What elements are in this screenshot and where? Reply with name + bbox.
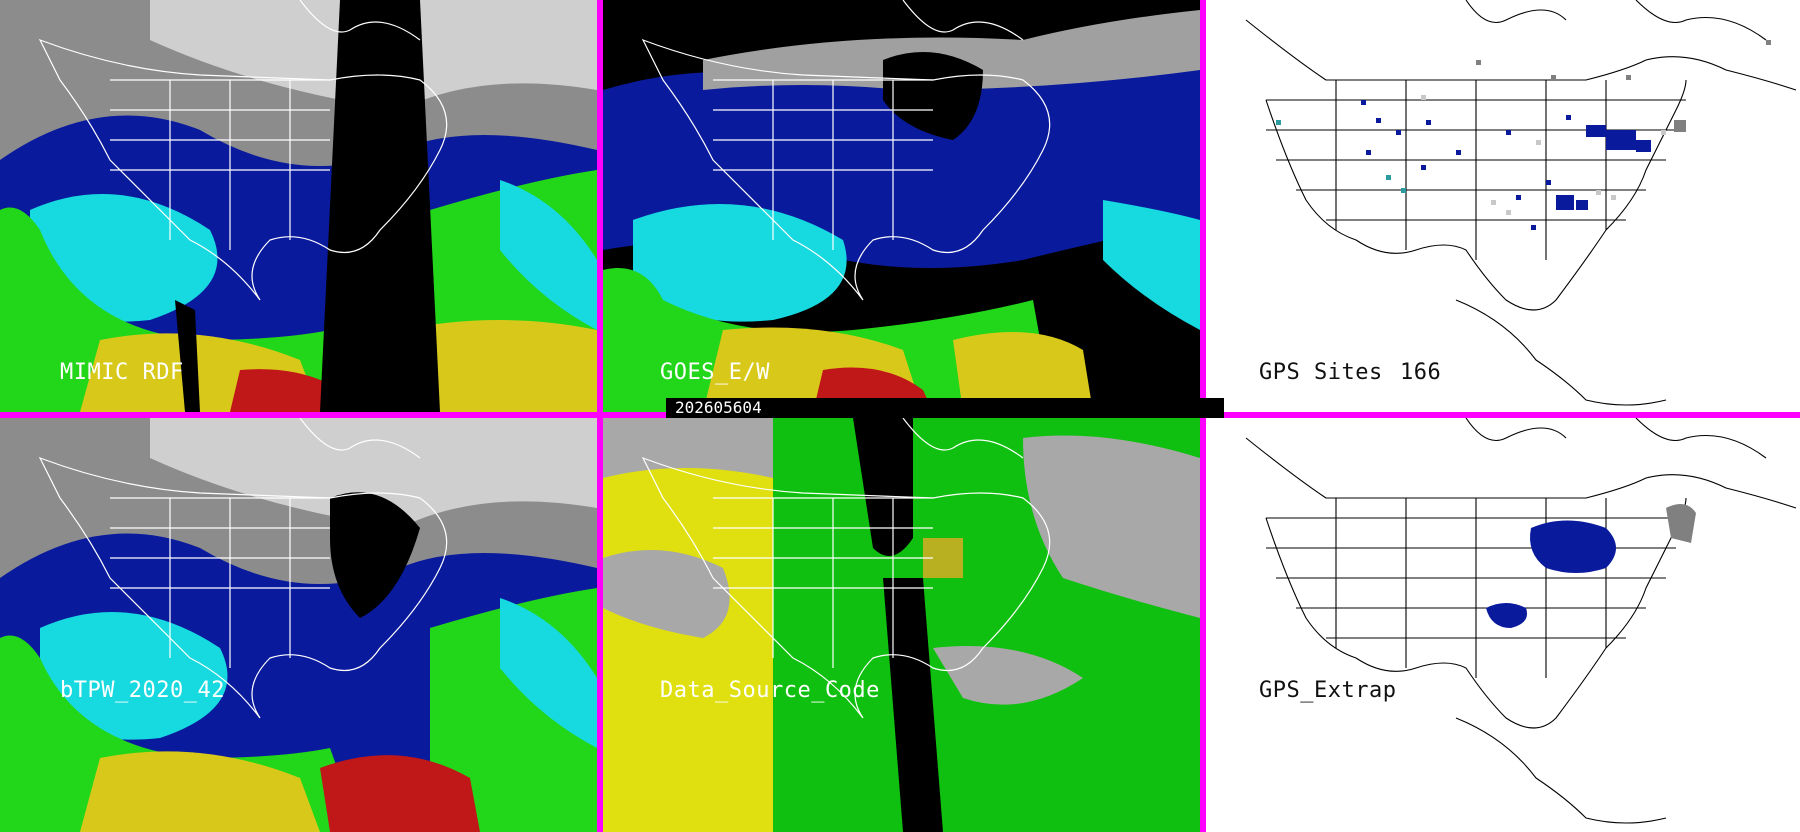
gps-site-markers [1276,40,1771,230]
gps-extrap-map [1245,418,1797,824]
panel-btpw: bTPW_2020_42 [0,418,597,832]
panel-goes-ew: GOES_E/W [603,0,1200,412]
btpw-map [0,418,597,832]
panel-gps-sites: GPS Sites 166 [1206,0,1800,412]
panel-title: MIMIC RDF [60,360,184,385]
extrap-region-ohio-valley [1530,520,1616,573]
goes-ew-map [603,0,1200,412]
panel-title: GOES_E/W [660,360,770,385]
panel-data-source-code: Data_Source_Code [603,418,1200,832]
panel-title: Data_Source_Code [660,678,880,703]
gps-sites-count: 166 [1400,360,1442,385]
data-source-code-map [603,418,1200,832]
timestamp-bar: 202605604 [666,398,1224,418]
panel-gps-extrap: GPS_Extrap [1206,418,1800,832]
panel-mimic-rdf: MIMIC RDF [0,0,597,412]
mimic-rdf-map [0,0,597,412]
panel-title: bTPW_2020_42 [60,678,225,703]
gps-sites-map [1245,0,1797,406]
extrap-region-gulf [1486,603,1527,628]
panel-title: GPS_Extrap [1259,678,1397,703]
gps-sites-title: GPS Sites [1259,360,1383,385]
extrap-region-northeast [1666,504,1696,543]
